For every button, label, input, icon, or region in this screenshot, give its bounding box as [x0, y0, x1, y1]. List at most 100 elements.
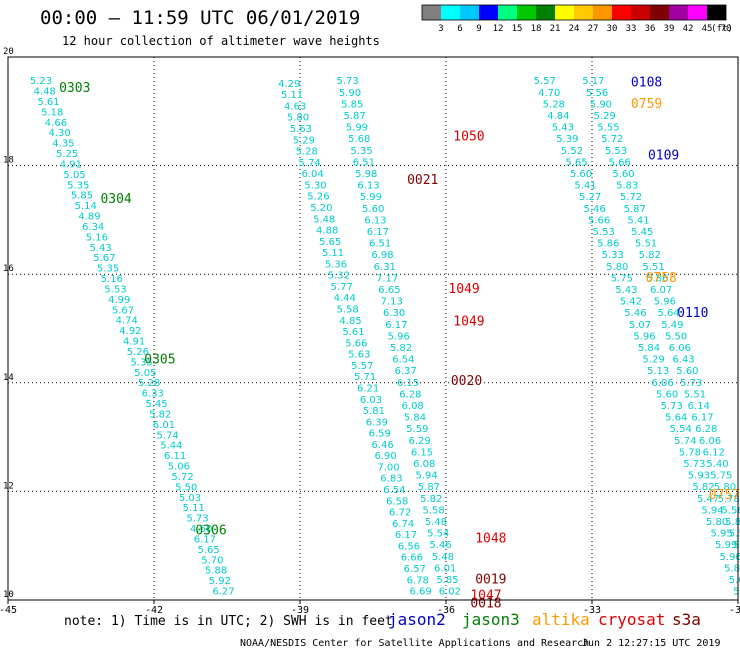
wave-height-tracks: 5.234.485.615.184.664.304.355.254.915.05… — [30, 75, 740, 611]
wave-height-value: 5.93 — [688, 471, 710, 482]
wave-height-value: 5.06 — [168, 462, 190, 473]
wave-height-value: 4.84 — [547, 111, 569, 122]
wave-height-value: 5.28 — [138, 378, 160, 389]
wave-height-value: 5.35 — [130, 357, 152, 368]
pass-time-label: 0305 — [144, 352, 175, 367]
wave-height-value: 6.28 — [399, 389, 421, 400]
wave-height-value: 5.82 — [149, 409, 171, 420]
wave-height-value: 5.43 — [615, 285, 637, 296]
pass-time-label: 0021 — [407, 173, 438, 188]
wave-height-value: 5.57 — [534, 76, 556, 87]
wave-height-value: 5.29 — [594, 111, 616, 122]
wave-height-value: 5.59 — [729, 529, 740, 540]
pass-time-label: 0109 — [648, 149, 679, 164]
wave-height-value: 5.49 — [661, 320, 683, 331]
wave-height-value: 7.17 — [376, 273, 398, 284]
colorbar-swatch — [593, 5, 612, 20]
colorbar-label: 27 — [588, 24, 599, 34]
wave-height-value: 5.78 — [718, 494, 740, 505]
wave-height-value: 6.17 — [194, 534, 216, 545]
colorbar-label: 30 — [607, 24, 618, 34]
wave-height-value: 4.92 — [119, 326, 141, 337]
x-tick-label: -42 — [145, 605, 163, 616]
colorbar-swatch — [479, 5, 498, 20]
wave-height-value: 5.45 — [631, 227, 653, 238]
wave-height-value: 5.03 — [179, 493, 201, 504]
wave-height-value: 5.72 — [601, 134, 623, 145]
wave-height-value: 6.59 — [369, 429, 391, 440]
wave-height-value: 5.74 — [299, 158, 321, 169]
credit-text: NOAA/NESDIS Center for Satellite Applica… — [240, 638, 589, 649]
colorbar-frame — [421, 4, 727, 21]
wave-height-value: 7.00 — [377, 462, 399, 473]
wave-height-value: 5.69 — [729, 575, 740, 586]
wave-height-value: 5.26 — [307, 192, 329, 203]
wave-height-value: 5.87 — [343, 111, 365, 122]
wave-height-value: 5.66 — [609, 157, 631, 168]
wave-height-value: 6.01 — [153, 420, 175, 431]
wave-height-value: 6.03 — [360, 395, 382, 406]
colorbar-swatch — [688, 5, 707, 20]
wave-height-value: 4.60 — [190, 524, 212, 535]
wave-height-value: 6.08 — [402, 401, 424, 412]
wave-height-value: 5.82 — [692, 482, 714, 493]
wave-height-value: 5.18 — [41, 107, 63, 118]
wave-height-value: 5.66 — [588, 215, 610, 226]
wave-height-value: 5.67 — [112, 305, 134, 316]
colorbar-label: 9 — [476, 24, 481, 34]
colorbar-swatch — [517, 5, 536, 20]
wave-height-value: 5.42 — [620, 297, 642, 308]
wave-height-value: 5.54 — [427, 529, 449, 540]
wave-height-value: 5.81 — [363, 406, 385, 417]
wave-height-value: 5.59 — [406, 424, 428, 435]
colorbar-swatch — [631, 5, 650, 20]
wave-height-value: 6.15 — [411, 447, 433, 458]
chart-title: 00:00 – 11:59 UTC 06/01/2019 — [40, 7, 360, 29]
pass-time-label: 0108 — [631, 75, 662, 90]
x-tick-label: -39 — [291, 605, 309, 616]
wave-height-value: 5.36 — [325, 259, 347, 270]
colorbar-label: 24 — [569, 24, 580, 34]
wave-height-value: 4.29 — [278, 79, 300, 90]
colorbar-label: 33 — [626, 24, 637, 34]
pass-time-label: 0020 — [451, 374, 482, 389]
wave-height-value: 5.17 — [582, 76, 604, 87]
wave-height-value: 5.96 — [720, 552, 740, 563]
wave-height-value: 5.90 — [590, 99, 612, 110]
wave-height-value: 5.51 — [642, 262, 664, 273]
y-tick-label: 20 — [3, 47, 14, 57]
wave-height-value: 5.75 — [611, 273, 633, 284]
pass-time-label: 1049 — [453, 314, 484, 329]
wave-height-value: 4.44 — [334, 293, 356, 304]
wave-height-value: 5.73 — [661, 401, 683, 412]
wave-height-value: 4.70 — [538, 88, 560, 99]
colorbar-swatch — [574, 5, 593, 20]
wave-height-value: 6.04 — [301, 169, 323, 180]
wave-height-value: 6.06 — [669, 343, 691, 354]
legend-s3a: s3a — [672, 610, 701, 629]
colorbar-label: 70 — [721, 24, 732, 34]
wave-height-value: 5.64 — [657, 308, 679, 319]
legend-jason2: jason2 — [388, 610, 446, 629]
wave-height-value: 5.96 — [388, 331, 410, 342]
wave-height-value: 5.60 — [362, 204, 384, 215]
wave-height-value: 4.48 — [34, 87, 56, 98]
wave-height-value: 5.87 — [418, 482, 440, 493]
wave-height-value: 6.06 — [699, 436, 721, 447]
wave-height-value: 6.58 — [386, 496, 408, 507]
wave-height-value: 5.46 — [429, 540, 451, 551]
wave-height-value: 5.89 — [725, 517, 740, 528]
plot-frame — [7, 56, 739, 601]
wave-height-value: 5.72 — [171, 472, 193, 483]
wave-height-value: 5.05 — [134, 368, 156, 379]
colorbar-swatch — [612, 5, 631, 20]
x-tick-label: -45 — [0, 605, 17, 616]
wave-height-value: 6.13 — [357, 181, 379, 192]
wave-height-value: 5.73 — [186, 514, 208, 525]
wave-height-value: 6.56 — [398, 541, 420, 552]
colorbar-unit: (ft) — [711, 24, 733, 34]
pass-time-label: 1048 — [475, 532, 506, 547]
wave-height-value: 4.35 — [52, 139, 74, 150]
wave-height-value: 6.27 — [212, 587, 234, 598]
wave-height-value: 5.40 — [706, 459, 728, 470]
